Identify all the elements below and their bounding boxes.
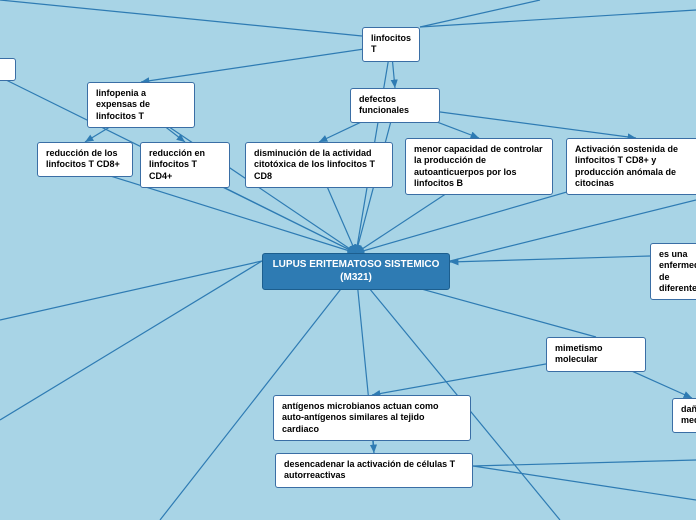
node-label: Activación sostenida de linfocitos T CD8… bbox=[575, 144, 678, 188]
edge bbox=[473, 466, 696, 500]
node-root[interactable]: LUPUS ERITEMATOSO SISTEMICO (M321) bbox=[262, 253, 450, 290]
node-redCD4[interactable]: reducción en linfocitos T CD4+ bbox=[140, 142, 230, 188]
node-redCD8[interactable]: reducción de los linfocitos T CD8+ bbox=[37, 142, 133, 177]
node-label: reducción en linfocitos T CD4+ bbox=[149, 148, 205, 181]
node-label: antígenos microbianos actuan como auto-a… bbox=[282, 401, 439, 434]
node-dismCito[interactable]: disminución de la actividad citotóxica d… bbox=[245, 142, 393, 188]
edge bbox=[141, 45, 391, 82]
node-bottomRight[interactable]: daño mediado bbox=[672, 398, 696, 433]
node-label: es una enfermedad de diferentes bbox=[659, 249, 696, 293]
node-label: linfocitos T bbox=[371, 33, 411, 54]
node-desencadenar[interactable]: desencadenar la activación de células T … bbox=[275, 453, 473, 488]
node-linfocitosT[interactable]: linfocitos T bbox=[362, 27, 420, 62]
node-menorCap[interactable]: menor capacidad de controlar la producci… bbox=[405, 138, 553, 195]
node-label: reducción de los linfocitos T CD8+ bbox=[46, 148, 120, 169]
node-label: disminución de la actividad citotóxica d… bbox=[254, 148, 375, 181]
node-label: desencadenar la activación de células T … bbox=[284, 459, 455, 480]
node-edgeTopNode[interactable]: os bbox=[0, 58, 16, 81]
edge bbox=[0, 0, 362, 36]
node-label: LUPUS ERITEMATOSO SISTEMICO (M321) bbox=[273, 259, 440, 283]
node-label: mimetismo molecular bbox=[555, 343, 603, 364]
node-mimetismo[interactable]: mimetismo molecular bbox=[546, 337, 646, 372]
node-linfopenia[interactable]: linfopenia a expensas de linfocitos T bbox=[87, 82, 195, 128]
edge bbox=[420, 10, 696, 27]
node-activSost[interactable]: Activación sostenida de linfocitos T CD8… bbox=[566, 138, 696, 195]
node-esUna[interactable]: es una enfermedad de diferentes bbox=[650, 243, 696, 300]
edge bbox=[473, 460, 696, 466]
edge bbox=[0, 261, 262, 320]
node-label: linfopenia a expensas de linfocitos T bbox=[96, 88, 150, 121]
concept-map-canvas: LUPUS ERITEMATOSO SISTEMICO (M321) linfoc… bbox=[0, 0, 696, 520]
node-label: menor capacidad de controlar la producci… bbox=[414, 144, 543, 188]
node-defectos[interactable]: defectos funcionales bbox=[350, 88, 440, 123]
node-antigenos[interactable]: antígenos microbianos actuan como auto-a… bbox=[273, 395, 471, 441]
node-label: defectos funcionales bbox=[359, 94, 409, 115]
edge bbox=[450, 256, 650, 262]
node-label: daño mediado bbox=[681, 404, 696, 425]
edge bbox=[0, 261, 262, 420]
